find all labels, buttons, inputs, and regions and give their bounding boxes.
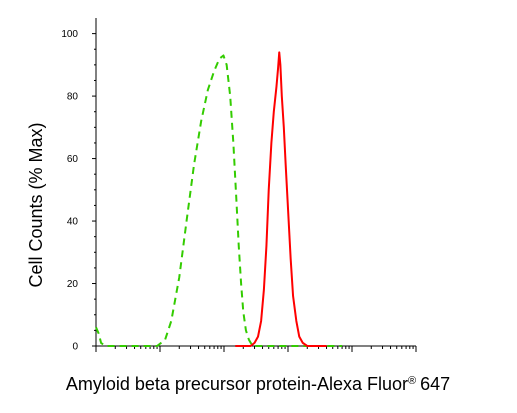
y-tick-label: 80 [67, 92, 79, 103]
y-ticks: 0 20 40 60 80 100 [61, 29, 96, 353]
x-axis-label-suffix: 647 [420, 374, 450, 394]
y-tick-label: 40 [67, 217, 79, 228]
x-axis-label-main: Amyloid beta precursor protein-Alexa Flu… [66, 374, 408, 394]
series-layer [95, 51, 343, 347]
x-axis-label-registered: ® [408, 375, 416, 387]
series-line-2 [235, 51, 327, 347]
y-tick-label: 0 [72, 342, 78, 353]
y-tick-label: 100 [61, 29, 78, 40]
y-tick-label: 60 [67, 154, 79, 165]
series-line-1 [95, 54, 343, 347]
x-axis-label: Amyloid beta precursor protein-Alexa Flu… [66, 374, 450, 394]
axes [95, 18, 416, 347]
y-tick-label: 20 [67, 279, 79, 290]
x-ticks [95, 346, 417, 352]
y-axis-label: Cell Counts (% Max) [26, 122, 46, 287]
